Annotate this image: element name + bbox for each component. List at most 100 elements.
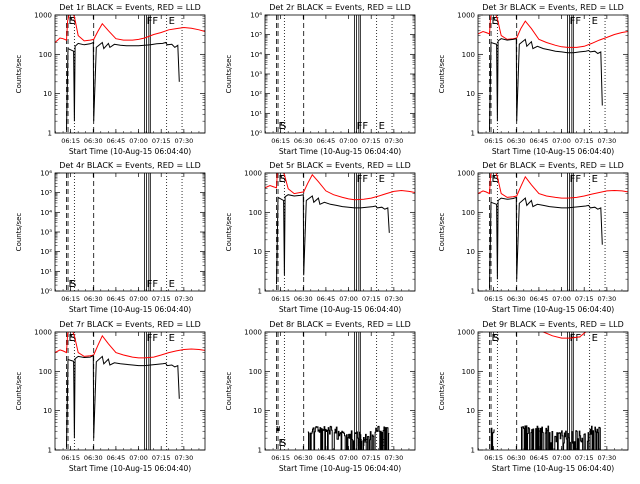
panel-frame [54, 331, 206, 451]
x-tick-label: 06:30 [294, 454, 313, 462]
x-tick-label: 06:15 [61, 295, 80, 303]
panel-data [478, 15, 628, 130]
panel-title: Det 3r BLACK = Events, RED = LLD [482, 3, 624, 12]
panel-frame [264, 172, 416, 292]
marker-label: E [279, 174, 285, 185]
marker-label: E [279, 438, 285, 449]
y-tick-label: 100 [249, 368, 262, 376]
marker-label: E [169, 333, 175, 344]
marker-label: E [379, 174, 385, 185]
marker-label: F [152, 279, 158, 290]
x-tick-label: 06:15 [61, 137, 80, 145]
y-tick-label: 1000 [244, 170, 262, 178]
x-axis-label: Start Time (10-Aug-15 06:04:40) [279, 305, 401, 314]
x-tick-label: 06:45 [530, 295, 549, 303]
x-axis-label: Start Time (10-Aug-15 06:04:40) [492, 305, 614, 314]
lld-series-line [265, 173, 415, 201]
y-tick-label: 1000 [457, 329, 475, 337]
y-tick-label: 1000 [34, 12, 52, 20]
lld-series-line [478, 173, 628, 199]
x-tick-label: 07:30 [384, 295, 403, 303]
marker-label: F [362, 121, 368, 132]
x-tick-label: 06:30 [507, 295, 526, 303]
x-tick-label: 07:30 [174, 454, 193, 462]
events-series-line [276, 426, 280, 431]
x-tick-label: 07:15 [152, 295, 171, 303]
x-tick-label: 06:45 [107, 454, 126, 462]
marker-label: E [69, 279, 75, 290]
y-tick-label: 1 [48, 447, 52, 455]
y-axis-label: Counts/sec [225, 55, 233, 94]
marker-label: E [592, 174, 598, 185]
events-series-line [520, 425, 601, 450]
panel-det-4: Det 4r BLACK = Events, RED = LLD Counts/s… [15, 161, 206, 314]
panel-data [490, 332, 601, 450]
x-tick-label: 07:15 [362, 295, 381, 303]
y-tick-label: 10 [466, 248, 475, 256]
marker-label: F [570, 333, 576, 344]
panel-title: Det 1r BLACK = Events, RED = LLD [59, 3, 201, 12]
x-tick-label: 06:15 [484, 295, 503, 303]
x-tick-label: 06:15 [271, 295, 290, 303]
marker-label: E [492, 16, 498, 27]
y-tick-label: 1 [471, 130, 475, 138]
x-tick-label: 06:45 [317, 137, 336, 145]
panel-det-8: Det 8r BLACK = Events, RED = LLD Counts/s… [225, 320, 416, 473]
x-tick-label: 06:30 [84, 295, 103, 303]
y-tick-label: 10³ [250, 71, 262, 79]
x-axis-label: Start Time (10-Aug-15 06:04:40) [69, 147, 191, 156]
y-axis-label: Counts/sec [15, 55, 23, 94]
x-tick-label: 07:00 [129, 295, 148, 303]
y-tick-label: 10² [40, 248, 52, 256]
marker-label: E [169, 16, 175, 27]
y-tick-label: 10⁴ [250, 51, 262, 59]
marker-label: F [147, 16, 153, 27]
marker-label: E [379, 121, 385, 132]
y-tick-label: 10 [43, 407, 52, 415]
x-tick-label: 07:00 [552, 454, 571, 462]
y-tick-label: 100 [462, 209, 475, 217]
marker-label: E [492, 333, 498, 344]
x-tick-label: 06:45 [530, 137, 549, 145]
y-axis-label: Counts/sec [438, 213, 446, 252]
y-tick-label: 100 [462, 51, 475, 59]
marker-label: F [362, 174, 368, 185]
x-tick-label: 07:30 [384, 137, 403, 145]
y-tick-label: 10¹ [250, 110, 262, 118]
marker-label: F [152, 333, 158, 344]
y-tick-label: 10² [250, 90, 262, 98]
x-tick-label: 07:15 [575, 295, 594, 303]
marker-label: S [493, 16, 499, 27]
panel-frame [477, 331, 629, 451]
y-tick-label: 1000 [244, 329, 262, 337]
x-tick-label: 07:30 [597, 295, 616, 303]
panel-title: Det 6r BLACK = Events, RED = LLD [482, 161, 624, 170]
x-tick-label: 06:30 [507, 137, 526, 145]
y-tick-label: 10 [466, 90, 475, 98]
panel-det-1: Det 1r BLACK = Events, RED = LLD Counts/s… [15, 3, 206, 156]
marker-label: S [493, 174, 499, 185]
events-series-line [489, 196, 603, 288]
y-tick-label: 1000 [457, 170, 475, 178]
marker-label: F [147, 333, 153, 344]
marker-label: E [69, 333, 75, 344]
panel-title: Det 9r BLACK = Events, RED = LLD [482, 320, 624, 329]
x-tick-label: 07:00 [339, 454, 358, 462]
lld-series-line [542, 332, 587, 339]
x-axis-label: Start Time (10-Aug-15 06:04:40) [492, 147, 614, 156]
x-tick-label: 06:45 [317, 454, 336, 462]
marker-label: F [152, 16, 158, 27]
x-tick-label: 06:45 [107, 295, 126, 303]
x-tick-label: 07:30 [597, 137, 616, 145]
lld-series-line [55, 15, 205, 43]
marker-label: F [570, 174, 576, 185]
y-tick-label: 10⁶ [250, 12, 262, 20]
events-series-line [66, 354, 180, 447]
panel-frame [54, 172, 206, 292]
x-tick-label: 07:15 [362, 454, 381, 462]
y-tick-label: 1000 [34, 329, 52, 337]
x-tick-label: 06:30 [294, 295, 313, 303]
panel-data [478, 173, 628, 288]
y-tick-label: 100 [39, 368, 52, 376]
x-tick-label: 07:00 [339, 295, 358, 303]
